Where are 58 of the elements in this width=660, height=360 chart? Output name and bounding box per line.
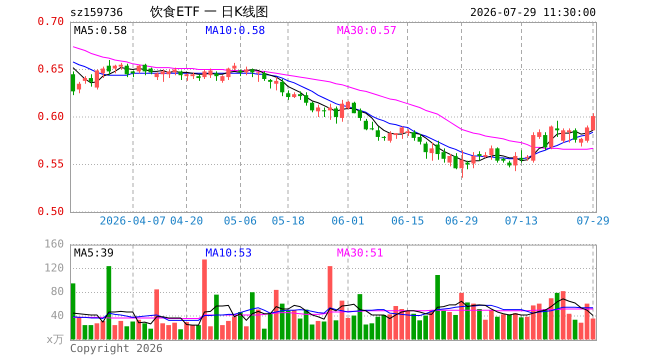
text: MA30:0.57 [337, 24, 397, 37]
bar [512, 313, 518, 340]
bar [477, 308, 482, 340]
text: sz159736 [70, 6, 123, 19]
x-tick-label: 2026-04-07 [100, 214, 166, 228]
x-tick-label: 05-06 [224, 214, 257, 228]
text: Copyright 2026 [70, 342, 163, 355]
bar [328, 266, 332, 340]
bar [453, 314, 458, 340]
bar [136, 320, 142, 340]
x-tick-label: 07-29 [576, 214, 610, 228]
y-tick-label: x万 [46, 332, 64, 346]
bar [471, 304, 476, 340]
bar [507, 314, 512, 340]
bar [178, 329, 183, 340]
bar [495, 316, 500, 340]
bar [501, 314, 506, 340]
text: MA10:53 [206, 246, 252, 260]
bar [256, 310, 261, 340]
text: 2026-07-29 11:30:00 [470, 6, 596, 19]
bar [274, 290, 279, 340]
bar [322, 322, 326, 340]
x-tick-label: 06-01 [331, 214, 365, 228]
bar [76, 316, 82, 340]
bar [572, 320, 578, 340]
text: MA5:0.58 [74, 24, 127, 37]
y-tick-label: 120 [44, 261, 64, 274]
bar [214, 294, 219, 340]
bar [447, 312, 452, 340]
bar [106, 266, 112, 340]
bar [250, 292, 255, 340]
bar [316, 320, 320, 340]
bar [244, 326, 249, 340]
y-tick-label: 80 [50, 285, 64, 298]
bar [554, 292, 560, 340]
bar [465, 302, 470, 340]
bar [196, 325, 201, 340]
y-tick-label: 0.55 [38, 157, 64, 170]
y-tick-label: 160 [44, 237, 64, 250]
x-tick-label: 04-20 [170, 214, 204, 228]
bar [70, 283, 76, 340]
text: MA30:51 [337, 246, 384, 260]
x-tick-label: 05-18 [272, 214, 305, 228]
y-tick-label: 0.60 [38, 110, 64, 123]
text: MA5:39 [74, 246, 114, 260]
y-tick-label: 0.70 [38, 14, 64, 28]
chart-title: 饮食ETF 一 日K线图 [149, 5, 269, 20]
x-tick-label: 07-13 [504, 214, 538, 228]
x-tick-label: 06-15 [391, 214, 424, 228]
text: MA10:0.58 [206, 24, 266, 37]
y-tick-label: 0.50 [38, 204, 64, 218]
bar [518, 317, 524, 340]
bar [334, 320, 338, 340]
bar [459, 292, 464, 340]
bar [292, 310, 296, 340]
y-tick-label: 40 [50, 309, 64, 322]
y-tick-label: 0.65 [38, 62, 64, 76]
x-tick-label: 06-29 [444, 214, 478, 228]
